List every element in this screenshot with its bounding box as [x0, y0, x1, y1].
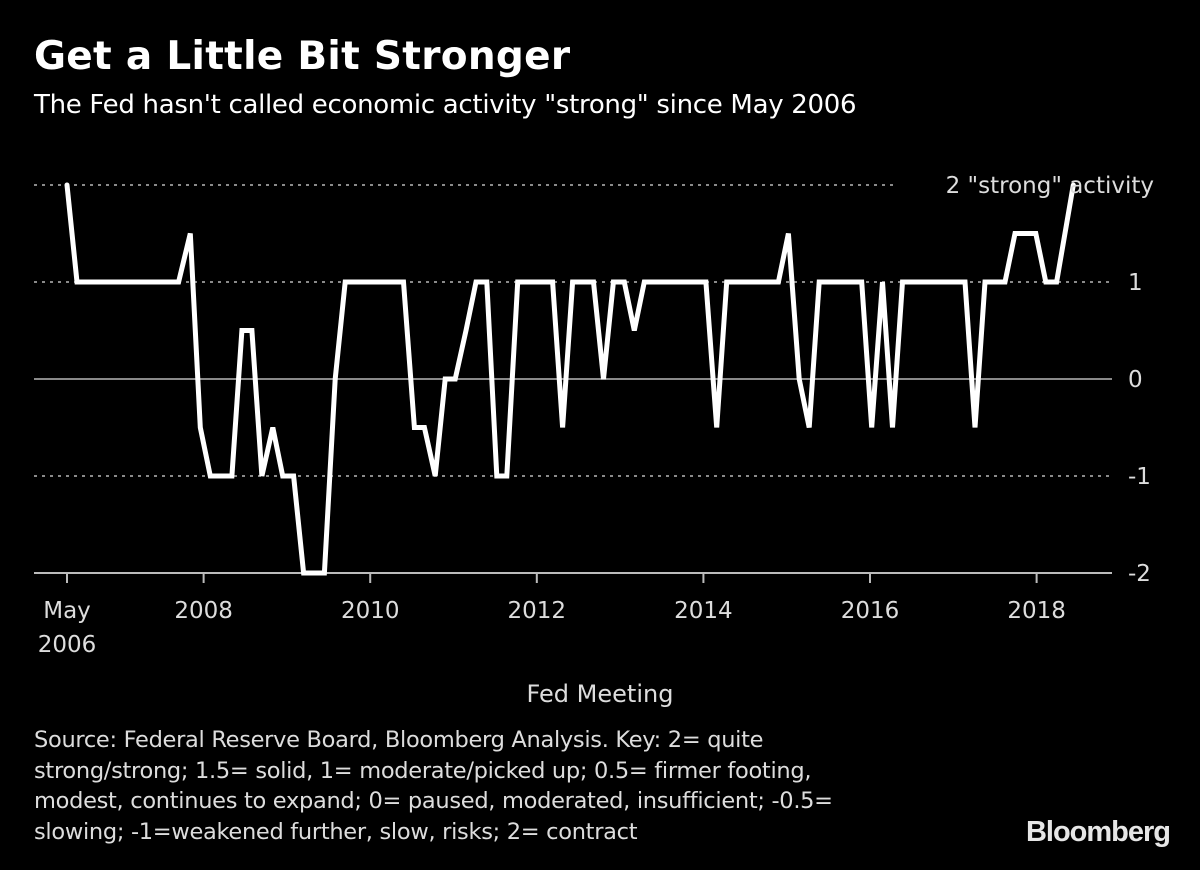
annotation-strong: 2 "strong" activity [946, 173, 1154, 199]
y-tick-label: 0 [1128, 367, 1143, 393]
y-tick-label: 1 [1128, 270, 1143, 296]
y-tick-label: -2 [1128, 561, 1151, 587]
chart-title: Get a Little Bit Stronger [34, 34, 571, 79]
series [64, 182, 1076, 576]
source-note: Source: Federal Reserve Board, Bloomberg… [34, 727, 833, 845]
x-tick-label: 2008 [174, 598, 233, 624]
series-line [64, 182, 1076, 576]
x-tick-label: May [43, 598, 91, 624]
x-tick-label: 2006 [38, 632, 97, 658]
x-tick-label: 2012 [508, 598, 567, 624]
bloomberg-logo: Bloomberg [1025, 816, 1171, 848]
chart-subtitle: The Fed hasn't called economic activity … [34, 90, 857, 120]
x-axis: May 2006 2008 2010 2012 2014 2016 2018 [38, 573, 1066, 658]
x-tick-label: 2010 [341, 598, 400, 624]
x-tick-label: 2014 [674, 598, 733, 624]
y-axis: 1 0 -1 -2 [1128, 270, 1151, 587]
y-tick-label: -1 [1128, 464, 1151, 490]
x-tick-label: 2016 [841, 598, 900, 624]
x-tick-label: 2018 [1007, 598, 1066, 624]
x-axis-label: Fed Meeting [526, 680, 674, 708]
